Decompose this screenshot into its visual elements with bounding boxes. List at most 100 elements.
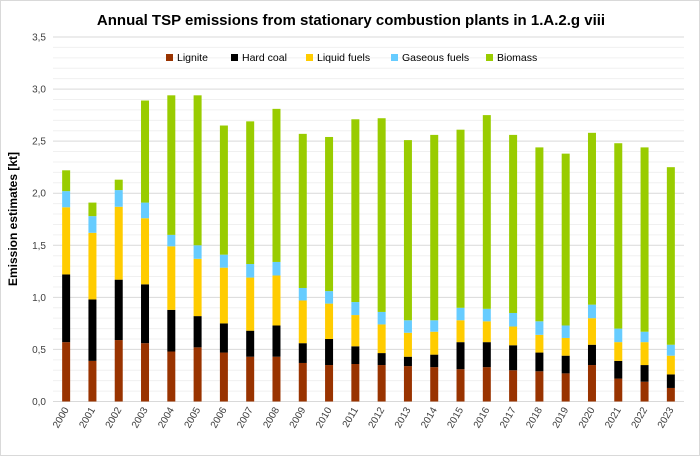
bar-liquid-fuels-2014 (430, 331, 439, 355)
y-tick-label: 0,0 (32, 397, 46, 408)
bar-lignite-2018 (535, 371, 544, 402)
bar-lignite-2015 (456, 369, 465, 402)
bar-hard-coal-2017 (509, 345, 518, 371)
bar-liquid-fuels-2005 (193, 258, 202, 317)
x-tick-label: 2002 (104, 405, 125, 430)
bar-hard-coal-2005 (193, 316, 202, 348)
x-tick-label: 2004 (156, 405, 177, 430)
x-tick-label: 2018 (524, 405, 545, 430)
legend-swatch-lignite (166, 54, 173, 61)
legend-swatch-biomass (486, 54, 493, 61)
bar-gaseous-fuels-2000 (62, 191, 71, 208)
gridlines (53, 36, 684, 402)
bar-liquid-fuels-2003 (141, 218, 150, 285)
bar-hard-coal-2011 (351, 346, 360, 365)
x-tick-label: 2015 (445, 405, 466, 430)
bar-biomass-2019 (561, 153, 570, 326)
bar-hard-coal-2000 (62, 274, 71, 343)
bar-liquid-fuels-2006 (219, 267, 228, 324)
bar-lignite-2006 (219, 352, 228, 402)
bar-biomass-2012 (377, 118, 386, 312)
bar-gaseous-fuels-2019 (561, 325, 570, 338)
bar-liquid-fuels-2012 (377, 324, 386, 354)
bar-hard-coal-2020 (587, 344, 596, 366)
bar-lignite-2016 (482, 367, 491, 402)
x-tick-label: 2000 (51, 405, 72, 430)
bar-biomass-2004 (167, 95, 176, 235)
x-tick-label: 2013 (393, 405, 414, 430)
bar-hard-coal-2009 (298, 343, 307, 363)
bar-liquid-fuels-2010 (325, 303, 334, 340)
bar-lignite-2005 (193, 347, 202, 402)
bar-lignite-2012 (377, 365, 386, 402)
bar-lignite-2001 (88, 360, 97, 402)
bar-biomass-2022 (640, 147, 649, 332)
bar-liquid-fuels-2021 (614, 342, 623, 361)
legend-label: Biomass (497, 52, 537, 64)
legend-swatch-liquid-fuels (306, 54, 313, 61)
bar-lignite-2020 (587, 365, 596, 402)
bar-gaseous-fuels-2011 (351, 302, 360, 316)
chart-title: Annual TSP emissions from stationary com… (97, 12, 605, 29)
legend-label: Lignite (177, 52, 208, 64)
bar-liquid-fuels-2020 (587, 318, 596, 345)
bar-gaseous-fuels-2023 (666, 344, 675, 356)
bar-hard-coal-2003 (141, 284, 150, 344)
bar-biomass-2002 (114, 179, 123, 191)
bar-gaseous-fuels-2015 (456, 307, 465, 321)
bar-liquid-fuels-2017 (509, 326, 518, 346)
x-tick-label: 2005 (183, 405, 204, 430)
y-tick-label: 1,5 (32, 241, 46, 252)
bar-liquid-fuels-2016 (482, 321, 491, 343)
x-tick-label: 2007 (235, 405, 256, 430)
legend-swatch-gaseous-fuels (391, 54, 398, 61)
bar-hard-coal-2007 (246, 330, 255, 357)
bar-hard-coal-2013 (403, 356, 412, 367)
bar-gaseous-fuels-2010 (325, 291, 334, 304)
bar-lignite-2023 (666, 387, 675, 402)
y-tick-label: 0,5 (32, 345, 46, 356)
bar-liquid-fuels-2004 (167, 246, 176, 310)
bar-biomass-2015 (456, 129, 465, 308)
bar-biomass-2011 (351, 119, 360, 303)
bar-liquid-fuels-2002 (114, 206, 123, 280)
bar-biomass-2020 (587, 132, 596, 305)
x-tick-label: 2006 (209, 405, 230, 430)
bar-lignite-2011 (351, 364, 360, 402)
bar-liquid-fuels-2009 (298, 300, 307, 344)
bar-gaseous-fuels-2016 (482, 308, 491, 322)
x-tick-label: 2011 (341, 405, 361, 430)
bar-gaseous-fuels-2020 (587, 304, 596, 319)
x-tick-label: 2009 (288, 405, 309, 430)
x-tick-label: 2021 (603, 405, 624, 430)
legend-label: Liquid fuels (317, 52, 370, 64)
bar-lignite-2003 (141, 343, 150, 402)
bar-gaseous-fuels-2021 (614, 328, 623, 343)
y-axis-ticks: 0,0 0,5 1,0 1,5 2,0 2,5 3,0 3,5 (32, 33, 46, 409)
bar-hard-coal-2004 (167, 309, 176, 352)
bar-biomass-2018 (535, 147, 544, 322)
y-tick-label: 3,5 (32, 33, 46, 44)
bar-liquid-fuels-2018 (535, 334, 544, 353)
bar-biomass-2016 (482, 115, 491, 309)
bar-hard-coal-2010 (325, 339, 334, 366)
x-tick-label: 2019 (551, 405, 572, 430)
bar-gaseous-fuels-2003 (141, 202, 150, 219)
bar-gaseous-fuels-2006 (219, 254, 228, 268)
x-tick-label: 2017 (498, 405, 519, 430)
x-tick-label: 2008 (261, 405, 282, 430)
bar-gaseous-fuels-2017 (509, 312, 518, 327)
bar-gaseous-fuels-2022 (640, 331, 649, 343)
x-tick-label: 2003 (130, 405, 151, 430)
bar-biomass-2021 (614, 143, 623, 329)
bar-lignite-2014 (430, 367, 439, 402)
bar-hard-coal-2018 (535, 352, 544, 372)
legend-swatch-hard-coal (231, 54, 238, 61)
bar-hard-coal-2001 (88, 299, 97, 361)
bar-biomass-2014 (430, 134, 439, 321)
bar-gaseous-fuels-2007 (246, 264, 255, 278)
bar-hard-coal-2021 (614, 360, 623, 379)
bar-lignite-2002 (114, 340, 123, 402)
bar-hard-coal-2014 (430, 354, 439, 368)
